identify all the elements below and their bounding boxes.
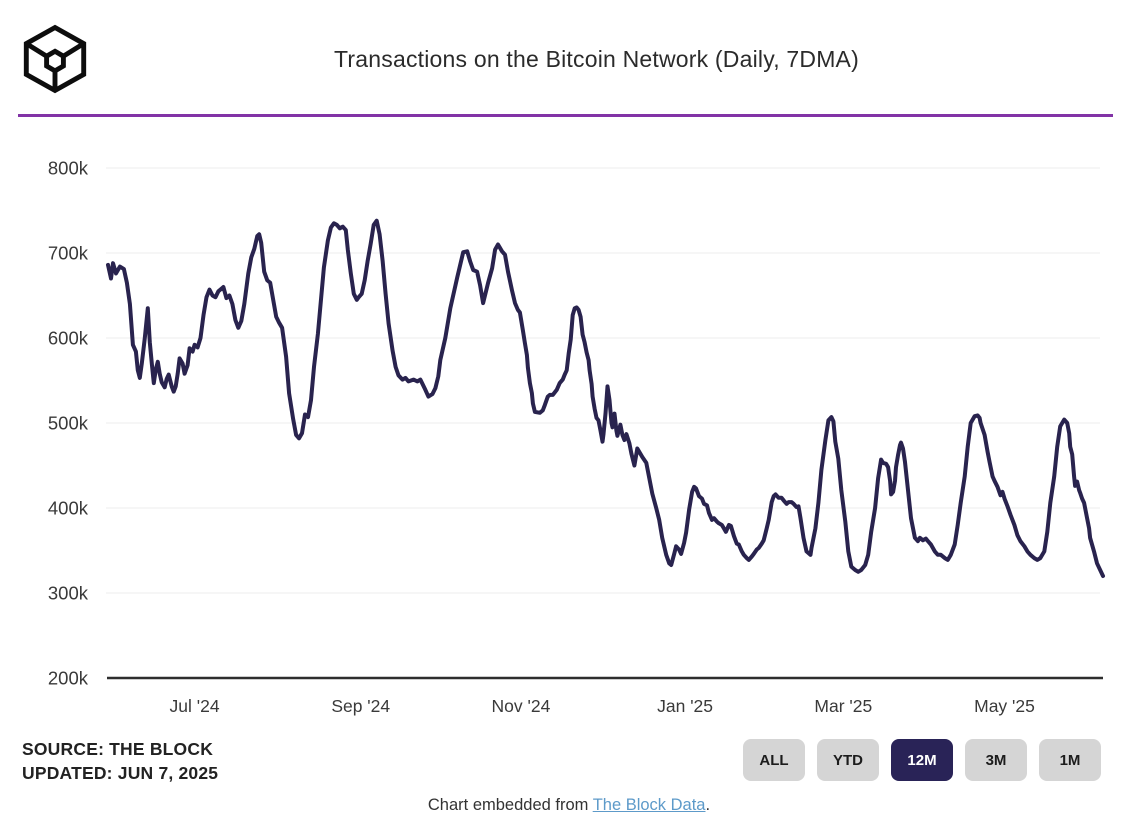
range-button-1m[interactable]: 1M — [1039, 739, 1101, 781]
x-tick-label-jan25: Jan '25 — [657, 696, 713, 716]
embed-note-suffix: . — [705, 796, 711, 814]
y-tick-label-600k: 600k — [48, 328, 89, 349]
range-button-ytd[interactable]: YTD — [817, 739, 879, 781]
cube-spokes — [25, 41, 85, 91]
transactions-series-line — [106, 218, 1105, 578]
x-tick-label-may25: May '25 — [974, 696, 1035, 716]
range-button-all[interactable]: ALL — [743, 739, 805, 781]
y-tick-label-500k: 500k — [48, 413, 89, 434]
y-tick-label-800k: 800k — [48, 158, 89, 179]
x-tick-label-jul24: Jul '24 — [170, 696, 220, 716]
updated-label: UPDATED: JUN 7, 2025 — [22, 763, 219, 783]
the-block-data-link[interactable]: The Block Data — [592, 796, 706, 814]
range-button-12m[interactable]: 12M — [891, 739, 953, 781]
y-tick-label-700k: 700k — [48, 243, 89, 264]
y-tick-label-300k: 300k — [48, 583, 89, 604]
x-tick-label-nov24: Nov '24 — [492, 696, 551, 716]
y-tick-label-200k: 200k — [48, 668, 89, 689]
the-block-logo[interactable] — [20, 24, 90, 94]
embed-note-prefix: Chart embedded from — [427, 796, 593, 814]
embed-note: Chart embedded from The Block Data. — [0, 796, 1138, 815]
y-tick-label-400k: 400k — [48, 498, 89, 519]
source-label: SOURCE: THE BLOCK — [22, 739, 214, 759]
cube-inner — [44, 48, 66, 74]
x-tick-label-sep24: Sep '24 — [331, 696, 390, 716]
range-button-3m[interactable]: 3M — [965, 739, 1027, 781]
source-block: SOURCE: THE BLOCK UPDATED: JUN 7, 2025 — [22, 737, 218, 785]
range-selector: ALL YTD 12M 3M 1M — [743, 739, 1101, 781]
page-title: Transactions on the Bitcoin Network (Dai… — [334, 46, 859, 72]
x-tick-label-mar25: Mar '25 — [814, 696, 872, 716]
header-divider — [18, 114, 1113, 117]
